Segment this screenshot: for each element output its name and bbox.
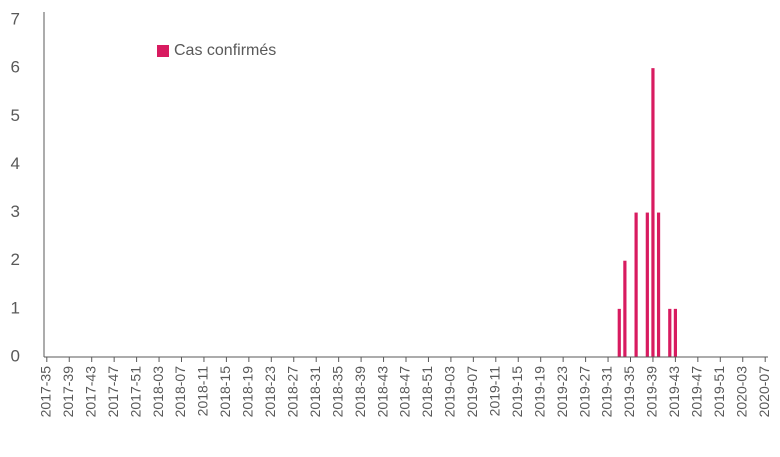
x-tick-label: 2020-03 <box>733 366 749 418</box>
x-tick-label: 2018-39 <box>352 366 368 418</box>
x-tick-label: 2018-03 <box>150 366 166 418</box>
legend-swatch <box>157 45 169 57</box>
y-tick-label: 5 <box>11 106 20 125</box>
x-tick-label: 2019-39 <box>644 366 660 418</box>
x-tick-label: 2017-39 <box>60 366 76 418</box>
legend-label: Cas confirmés <box>174 42 276 59</box>
bar <box>634 212 638 357</box>
bar <box>617 308 621 357</box>
bar <box>668 308 672 357</box>
x-tick-label: 2019-19 <box>531 366 547 418</box>
x-tick-label: 2018-47 <box>397 366 413 418</box>
x-tick-label: 2019-47 <box>689 366 705 418</box>
x-tick-label: 2018-07 <box>172 366 188 418</box>
x-tick-label: 2018-11 <box>195 366 211 417</box>
x-tick-label: 2019-27 <box>576 366 592 418</box>
x-tick-label: 2017-51 <box>127 366 143 418</box>
x-tick-label: 2019-03 <box>442 366 458 418</box>
x-tick-label: 2019-51 <box>711 366 727 418</box>
x-tick-label: 2018-35 <box>329 366 345 418</box>
x-tick-label: 2018-23 <box>262 366 278 418</box>
y-tick-label: 4 <box>11 154 20 173</box>
y-tick-label: 0 <box>11 346 20 365</box>
x-tick-label: 2019-35 <box>621 366 637 418</box>
x-tick-label: 2018-43 <box>374 366 390 418</box>
y-tick-label: 3 <box>11 202 20 221</box>
x-tick-label: 2018-27 <box>284 366 300 418</box>
x-tick-label: 2019-11 <box>487 366 503 417</box>
x-tick-label: 2018-15 <box>217 366 233 418</box>
x-tick-label: 2019-15 <box>509 366 525 418</box>
x-tick-label: 2018-31 <box>307 366 323 418</box>
bar <box>623 260 627 357</box>
x-tick-label: 2017-43 <box>82 366 98 418</box>
x-tick-label: 2019-31 <box>599 366 615 418</box>
x-tick-label: 2020-07 <box>756 366 772 418</box>
x-tick-label: 2017-35 <box>38 366 54 418</box>
bar <box>656 212 661 357</box>
x-tick-label: 2018-19 <box>240 366 256 418</box>
bar <box>651 68 655 358</box>
x-tick-label: 2019-43 <box>666 366 682 418</box>
y-tick-label: 2 <box>11 250 20 269</box>
x-tick-label: 2017-47 <box>105 366 121 418</box>
x-tick-label: 2019-07 <box>464 366 480 418</box>
x-tick-label: 2019-23 <box>554 366 570 418</box>
bar <box>673 308 677 357</box>
bar <box>645 212 649 357</box>
y-tick-label: 6 <box>11 58 20 77</box>
x-tick-label: 2018-51 <box>419 366 435 418</box>
y-tick-label: 1 <box>11 298 20 317</box>
y-tick-label: 7 <box>11 9 20 28</box>
